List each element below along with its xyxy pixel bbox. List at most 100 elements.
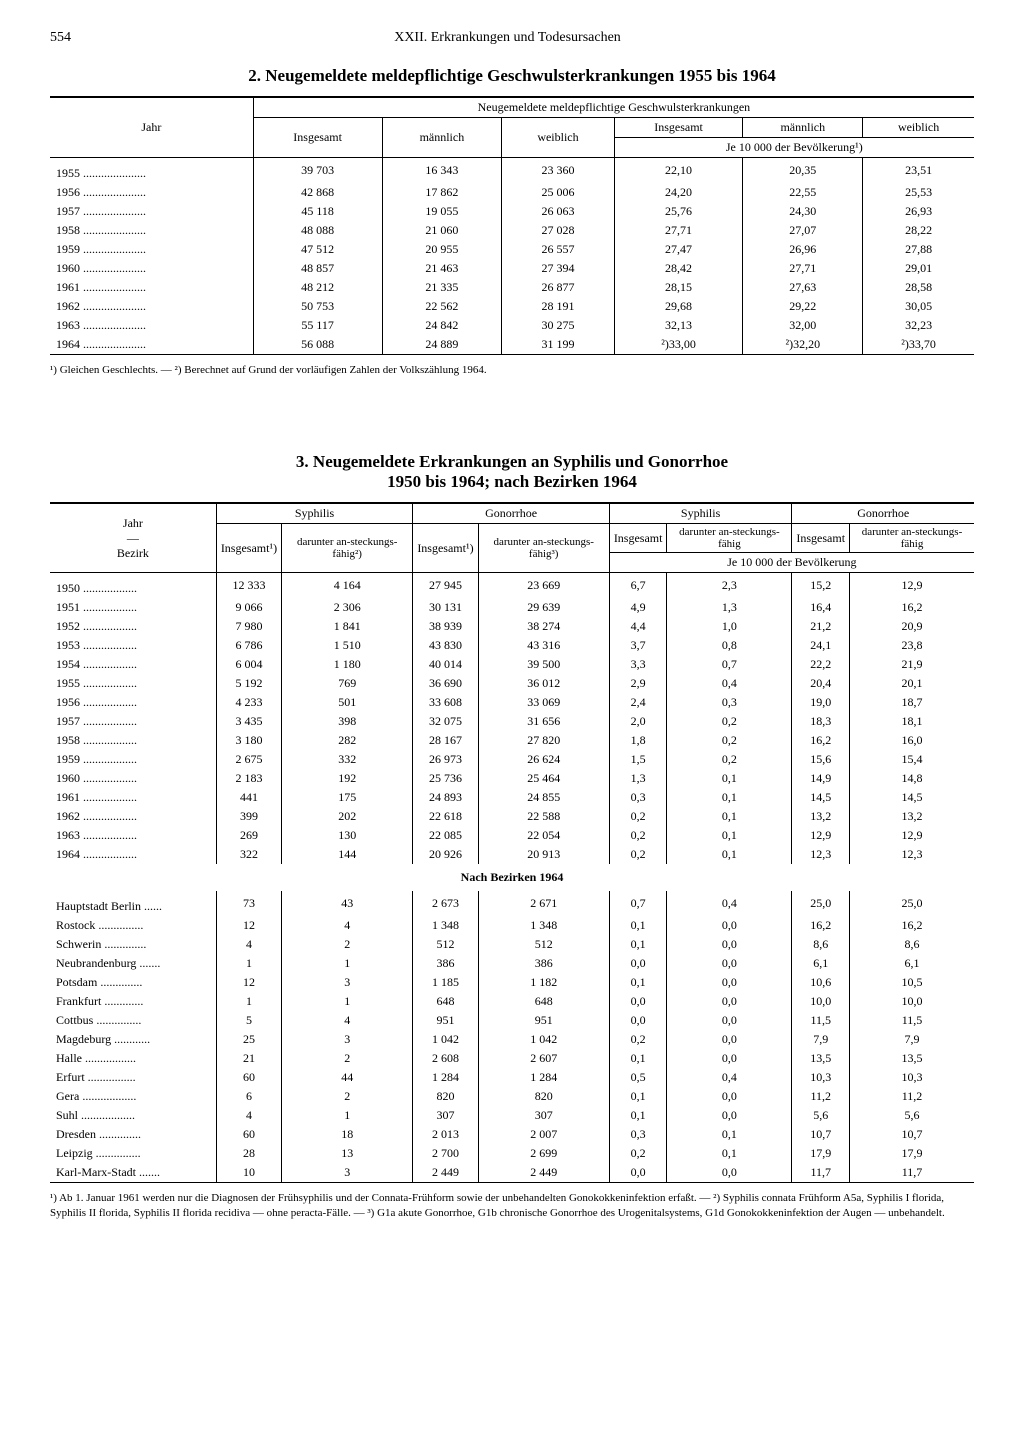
cell-stot: 6: [216, 1087, 281, 1106]
cell-male: 19 055: [382, 202, 502, 221]
cell-sinf: 3: [282, 973, 413, 992]
cell-label: 1956 ..................: [50, 693, 216, 712]
cell-rsinf: 0,4: [667, 1068, 792, 1087]
cell-sinf: 2 306: [282, 598, 413, 617]
cell-ginf: 2 449: [478, 1163, 609, 1183]
cell-rstot: 2,0: [609, 712, 667, 731]
cell-gtot: 648: [413, 992, 478, 1011]
cell-rfemale: 30,05: [863, 297, 974, 316]
cell-rmale: 29,22: [743, 297, 863, 316]
col-year-district: Jahr — Bezirk: [50, 503, 216, 573]
cell-gtot: 1 284: [413, 1068, 478, 1087]
cell-rginf: 11,2: [850, 1087, 974, 1106]
table-row: Karl-Marx-Stadt .......1032 4492 4490,00…: [50, 1163, 974, 1183]
cell-rmale: 26,96: [743, 240, 863, 259]
cell-label: Karl-Marx-Stadt .......: [50, 1163, 216, 1183]
cell-year: 1964 .....................: [50, 335, 253, 355]
table-row: 1950 ..................12 3334 16427 945…: [50, 573, 974, 599]
cell-rginf: 23,8: [850, 636, 974, 655]
cell-ginf: 2 671: [478, 891, 609, 916]
cell-ginf: 22 054: [478, 826, 609, 845]
cell-ginf: 20 913: [478, 845, 609, 864]
cell-ginf: 386: [478, 954, 609, 973]
cell-stot: 10: [216, 1163, 281, 1183]
table1-footnote: ¹) Gleichen Geschlechts. — ²) Berechnet …: [50, 363, 974, 377]
cell-rstot: 0,1: [609, 935, 667, 954]
cell-rfemale: 23,51: [863, 158, 974, 184]
cell-female: 27 394: [502, 259, 614, 278]
cell-ginf: 25 464: [478, 769, 609, 788]
cell-total: 48 212: [253, 278, 382, 297]
cell-rsinf: 0,2: [667, 712, 792, 731]
cell-rfemale: ²)33,70: [863, 335, 974, 355]
cell-total: 55 117: [253, 316, 382, 335]
group-syphilis-abs: Syphilis: [216, 503, 413, 524]
rgon-inf: darunter an-steckungs-fähig: [850, 524, 974, 553]
cell-rtotal: ²)33,00: [614, 335, 743, 355]
cell-total: 45 118: [253, 202, 382, 221]
cell-year: 1958 .....................: [50, 221, 253, 240]
table-row: Schwerin ..............425125120,10,08,6…: [50, 935, 974, 954]
cell-stot: 322: [216, 845, 281, 864]
cell-sinf: 3: [282, 1163, 413, 1183]
cell-sinf: 13: [282, 1144, 413, 1163]
cell-gtot: 32 075: [413, 712, 478, 731]
cell-sinf: 1 510: [282, 636, 413, 655]
cell-rginf: 21,9: [850, 655, 974, 674]
cell-rsinf: 0,0: [667, 954, 792, 973]
cell-female: 27 028: [502, 221, 614, 240]
cell-label: 1951 ..................: [50, 598, 216, 617]
cell-gtot: 38 939: [413, 617, 478, 636]
table-row: 1952 ..................7 9801 84138 9393…: [50, 617, 974, 636]
cell-rstot: 0,2: [609, 845, 667, 864]
cell-stot: 73: [216, 891, 281, 916]
cell-rstot: 1,8: [609, 731, 667, 750]
rsyph-total: Insgesamt: [609, 524, 667, 553]
table-row: 1963 ..................26913022 08522 05…: [50, 826, 974, 845]
cell-stot: 3 435: [216, 712, 281, 731]
cell-total: 50 753: [253, 297, 382, 316]
cell-rstot: 1,5: [609, 750, 667, 769]
cell-ginf: 951: [478, 1011, 609, 1030]
group-gonorrhoe-abs: Gonorrhoe: [413, 503, 610, 524]
cell-rginf: 10,0: [850, 992, 974, 1011]
cell-rtotal: 27,71: [614, 221, 743, 240]
table-row: Suhl ..................413073070,10,05,6…: [50, 1106, 974, 1125]
table2-title: 3. Neugemeldete Erkrankungen an Syphilis…: [50, 452, 974, 492]
cell-stot: 4: [216, 935, 281, 954]
col-year-line2: Bezirk: [117, 546, 149, 560]
cell-ginf: 2 607: [478, 1049, 609, 1068]
cell-rsinf: 0,1: [667, 845, 792, 864]
cell-rgtot: 25,0: [792, 891, 850, 916]
cell-gtot: 820: [413, 1087, 478, 1106]
cell-rsinf: 0,0: [667, 1011, 792, 1030]
col-total: Insgesamt: [253, 118, 382, 158]
table-row: Rostock ...............1241 3481 3480,10…: [50, 916, 974, 935]
cell-rstot: 0,1: [609, 1049, 667, 1068]
cell-year: 1960 .....................: [50, 259, 253, 278]
cell-stot: 6 004: [216, 655, 281, 674]
cell-rtotal: 27,47: [614, 240, 743, 259]
cell-rginf: 12,3: [850, 845, 974, 864]
cell-gtot: 951: [413, 1011, 478, 1030]
cell-ginf: 1 182: [478, 973, 609, 992]
col-female: weiblich: [502, 118, 614, 158]
table-row: 1958 .....................48 08821 06027…: [50, 221, 974, 240]
table-row: 1955 ..................5 19276936 69036 …: [50, 674, 974, 693]
cell-rsinf: 1,3: [667, 598, 792, 617]
cell-rstot: 2,4: [609, 693, 667, 712]
cell-label: Leipzig ...............: [50, 1144, 216, 1163]
cell-rstot: 0,1: [609, 1087, 667, 1106]
cell-label: Potsdam ..............: [50, 973, 216, 992]
cell-rstot: 0,2: [609, 1030, 667, 1049]
cell-ginf: 22 588: [478, 807, 609, 826]
cell-rsinf: 0,1: [667, 807, 792, 826]
cell-ginf: 2 699: [478, 1144, 609, 1163]
cell-rginf: 16,2: [850, 598, 974, 617]
cell-rsinf: 0,2: [667, 731, 792, 750]
cell-rginf: 14,5: [850, 788, 974, 807]
gon-inf: darunter an-steckungs-fähig³): [478, 524, 609, 573]
cell-gtot: 43 830: [413, 636, 478, 655]
cell-stot: 269: [216, 826, 281, 845]
table-row: 1964 ..................32214420 92620 91…: [50, 845, 974, 864]
